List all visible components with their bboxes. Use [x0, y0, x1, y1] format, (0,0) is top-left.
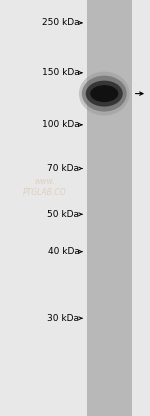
Bar	[87, 0, 132, 416]
Text: 40 kDa: 40 kDa	[48, 247, 80, 256]
Text: 150 kDa: 150 kDa	[42, 68, 80, 77]
Ellipse shape	[79, 72, 130, 116]
Ellipse shape	[82, 76, 127, 111]
Text: www.
PTGLAB.CO: www. PTGLAB.CO	[23, 178, 67, 197]
Text: 100 kDa: 100 kDa	[42, 120, 80, 129]
Text: 50 kDa: 50 kDa	[48, 210, 80, 219]
Text: 250 kDa: 250 kDa	[42, 18, 80, 27]
Text: 30 kDa: 30 kDa	[48, 314, 80, 323]
Text: 70 kDa: 70 kDa	[48, 164, 80, 173]
Ellipse shape	[86, 81, 123, 106]
Ellipse shape	[90, 85, 118, 102]
